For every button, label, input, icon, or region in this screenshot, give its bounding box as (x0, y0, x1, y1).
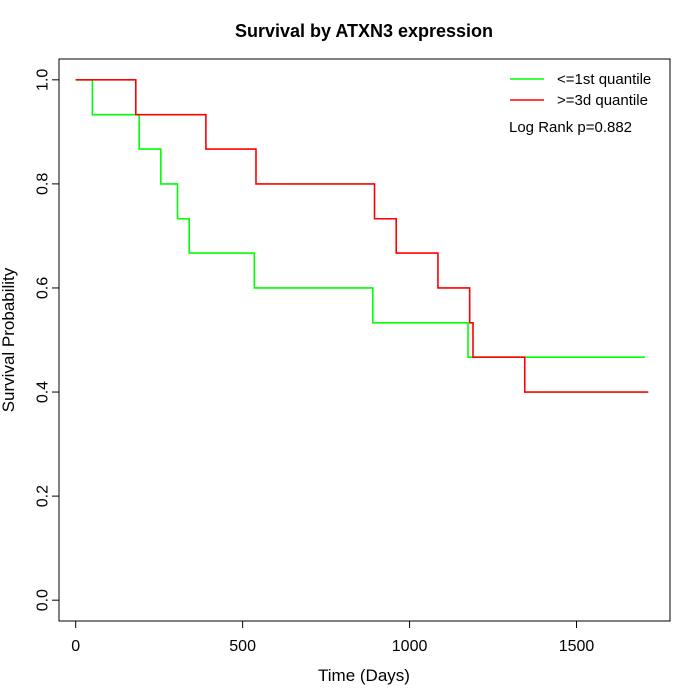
y-tick-label: 0.0 (35, 589, 52, 611)
y-axis: 0.0 0.2 0.4 0.6 0.8 1.0 (35, 69, 60, 611)
x-tick-label: 500 (229, 638, 256, 655)
log-rank-annotation: Log Rank p=0.882 (509, 119, 632, 136)
y-tick-label: 1.0 (35, 69, 52, 91)
x-tick-label: 0 (71, 638, 80, 655)
series-low-line (75, 79, 645, 358)
x-tick-label: 1000 (392, 638, 428, 655)
x-axis: 0 500 1000 1500 (71, 620, 595, 655)
y-axis-label: Survival Probability (0, 267, 18, 412)
legend: <=1st quantile >=3d quantile (510, 71, 651, 109)
x-tick-label: 1500 (559, 638, 595, 655)
x-axis-label: Time (Days) (318, 666, 410, 685)
chart-title: Survival by ATXN3 expression (235, 21, 493, 41)
y-tick-label: 0.2 (35, 485, 52, 507)
y-tick-label: 0.4 (35, 381, 52, 403)
legend-label-low: <=1st quantile (557, 71, 651, 88)
series-layer (75, 79, 649, 393)
plot-frame (58, 58, 671, 622)
series-high-line (75, 79, 649, 393)
y-tick-label: 0.6 (35, 277, 52, 299)
y-tick-label: 0.8 (35, 173, 52, 195)
legend-label-high: >=3d quantile (557, 92, 648, 109)
